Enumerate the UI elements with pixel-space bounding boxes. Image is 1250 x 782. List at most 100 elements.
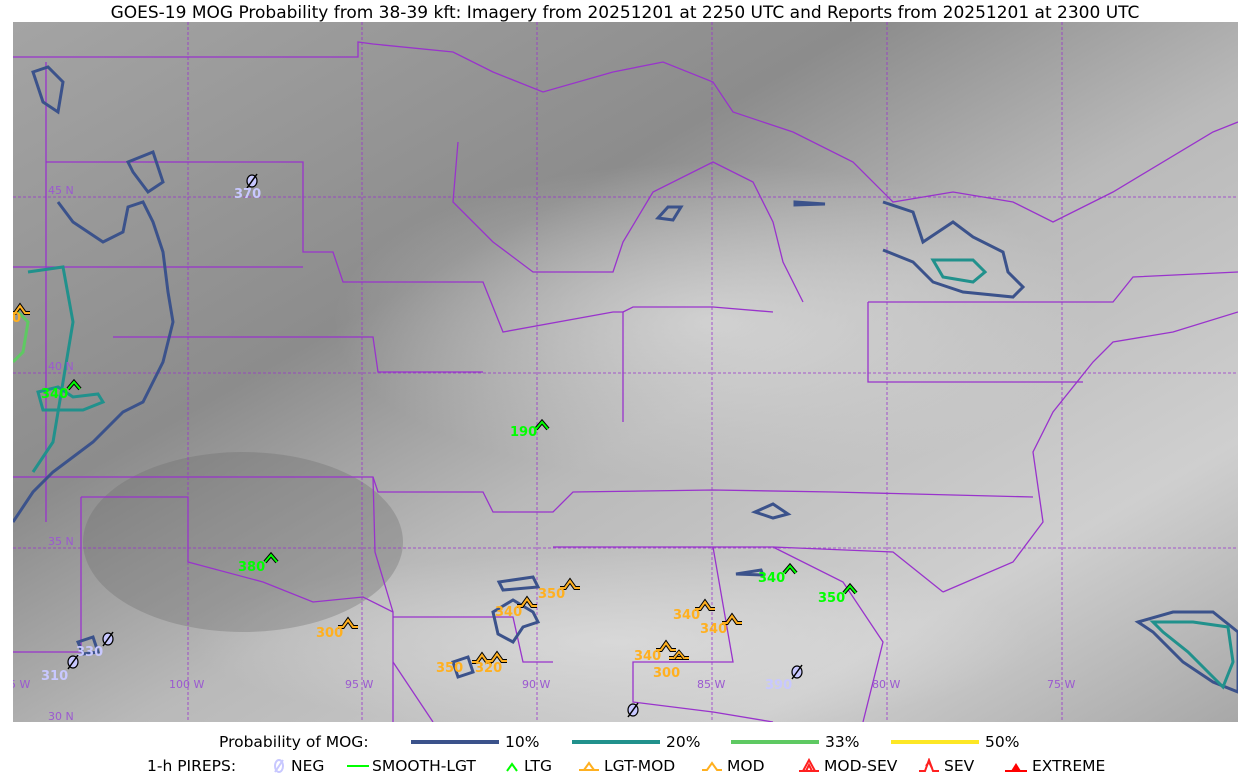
pirep-altitude-label: 350 [818,591,845,606]
pirep-altitude-label: 310 [41,669,68,684]
pirep-neg[interactable]: 330 [76,631,114,660]
legend-label-mod-sev: MOD-SEV [824,757,898,775]
pirep-ltg[interactable]: 380 [238,551,279,575]
pirep-altitude-label: 350 [538,587,565,602]
legend-label-ltg: LTG [524,757,552,775]
mod-icon [517,595,537,608]
legend-item-20: 20% [572,733,700,751]
ltg-caret-icon [66,378,82,391]
ltg-caret-icon [782,562,798,575]
legend-label-20: 20% [666,733,701,751]
longitude-label: 90 W [522,678,550,691]
chart-title: GOES-19 MOG Probability from 38-39 kft: … [110,3,1140,23]
legend-extreme: EXTREME [1003,757,1105,775]
neg-icon [791,664,803,680]
ltg-caret-icon [506,762,518,772]
latitude-label: 40 N [48,360,74,373]
pirep-altitude-label: 380 [238,560,265,575]
legend-ltg: LTG [503,757,552,775]
extreme-icon [1005,763,1027,772]
legend-item-10: 10% [411,733,539,751]
lgt-mod-icon [579,761,599,771]
pirep-legend-title: 1-h PIREPS: [147,757,237,775]
neg-icon [102,631,114,647]
pirep-mod[interactable]: 70 [13,302,30,326]
pirep-altitude-label: 340 [700,622,727,637]
legend-neg: NEG [270,757,324,775]
legend-mod: MOD [700,757,765,775]
mod-icon [338,616,358,629]
pirep-neg[interactable]: 370 [234,173,261,202]
satellite-map: 45 N 40 N 35 N 30 N 105 W 100 W 95 W 90 W 85 W 80… [13,22,1238,722]
legend-smooth-lgt: SMOOTH-LGT [347,757,476,775]
legend-label-10: 10% [505,733,540,751]
pirep-mod[interactable]: 340 [673,598,715,623]
pirep-mod[interactable]: 300 [316,616,358,641]
ltg-caret-icon [534,418,550,431]
pirep-mod[interactable]: 340 [700,612,742,637]
mod-icon [487,650,507,663]
longitude-label: 100 W [169,678,204,691]
legend-label-extreme: EXTREME [1032,757,1106,775]
pirep-altitude-label: 330 [76,645,103,660]
longitude-label: 75 W [1047,678,1075,691]
legend-label-sev: SEV [944,757,975,775]
pirep-lgt-mod[interactable]: 300 [653,649,689,681]
pirep-altitude-label: 70 [13,311,21,326]
pirep-mod[interactable]: 350 [538,577,580,602]
legend-lgt-mod: LGT-MOD [577,757,675,775]
pirep-ltg[interactable]: 340 [41,378,82,402]
smooth-lgt-line-icon [347,765,369,767]
pirep-altitude-label: 350 [436,661,463,676]
pirep-mod[interactable]: 340 [495,595,537,620]
legend-label-33: 33% [825,733,860,751]
sev-icon [919,758,939,772]
pirep-ltg[interactable]: 190 [510,418,550,440]
pirep-altitude-label: 340 [41,387,68,402]
probability-legend-title: Probability of MOG: [219,733,369,751]
neg-icon [67,654,79,670]
mod-icon [722,612,742,625]
longitude-label: 80 W [872,678,900,691]
pirep-altitude-label: 340 [634,649,661,664]
pirep-mod[interactable]: 320 [475,650,507,676]
pirep-mod[interactable]: 340 [634,639,676,664]
pirep-neg[interactable] [627,702,639,718]
pirep-altitude-label: 370 [234,187,261,202]
swatch-33 [731,740,819,744]
mod-icon [656,639,676,652]
pirep-ltg[interactable]: 350 [818,582,858,606]
pirep-altitude-label: 340 [495,605,522,620]
longitude-label: 85 W [697,678,725,691]
ltg-caret-icon [263,551,279,564]
pirep-altitude-label: 190 [510,425,537,440]
legend-item-50: 50% [891,733,1019,751]
neg-icon [627,702,639,718]
neg-icon [274,759,284,773]
pirep-altitude-label: 300 [653,666,680,681]
mod-icon [13,302,30,315]
longitude-label: 95 W [345,678,373,691]
legend-label-mod: MOD [727,757,765,775]
pirep-neg[interactable]: 390 [765,664,803,693]
longitude-label: 105 W [13,678,30,691]
mod-icon [702,761,722,771]
pirep-altitude-label: 390 [765,678,792,693]
lgt-mod-icon [669,649,689,660]
legend-label-neg: NEG [291,757,325,775]
mod-icon [695,598,715,611]
pirep-altitude-label: 320 [475,661,502,676]
neg-icon [246,173,258,189]
pirep-altitude-label: 340 [758,571,785,586]
mod-icon [560,577,580,590]
mog-probability-contours [13,65,1238,694]
swatch-10 [411,740,499,744]
ltg-caret-icon [842,582,858,595]
legend-mod-sev: MOD-SEV [797,757,897,775]
legend-label-50: 50% [985,733,1020,751]
latitude-label: 35 N [48,535,74,548]
mod-sev-icon [799,758,819,772]
pirep-neg[interactable]: 310 [41,654,79,684]
legend-sev: SEV [917,757,974,775]
pirep-ltg[interactable]: 340 [758,562,798,586]
